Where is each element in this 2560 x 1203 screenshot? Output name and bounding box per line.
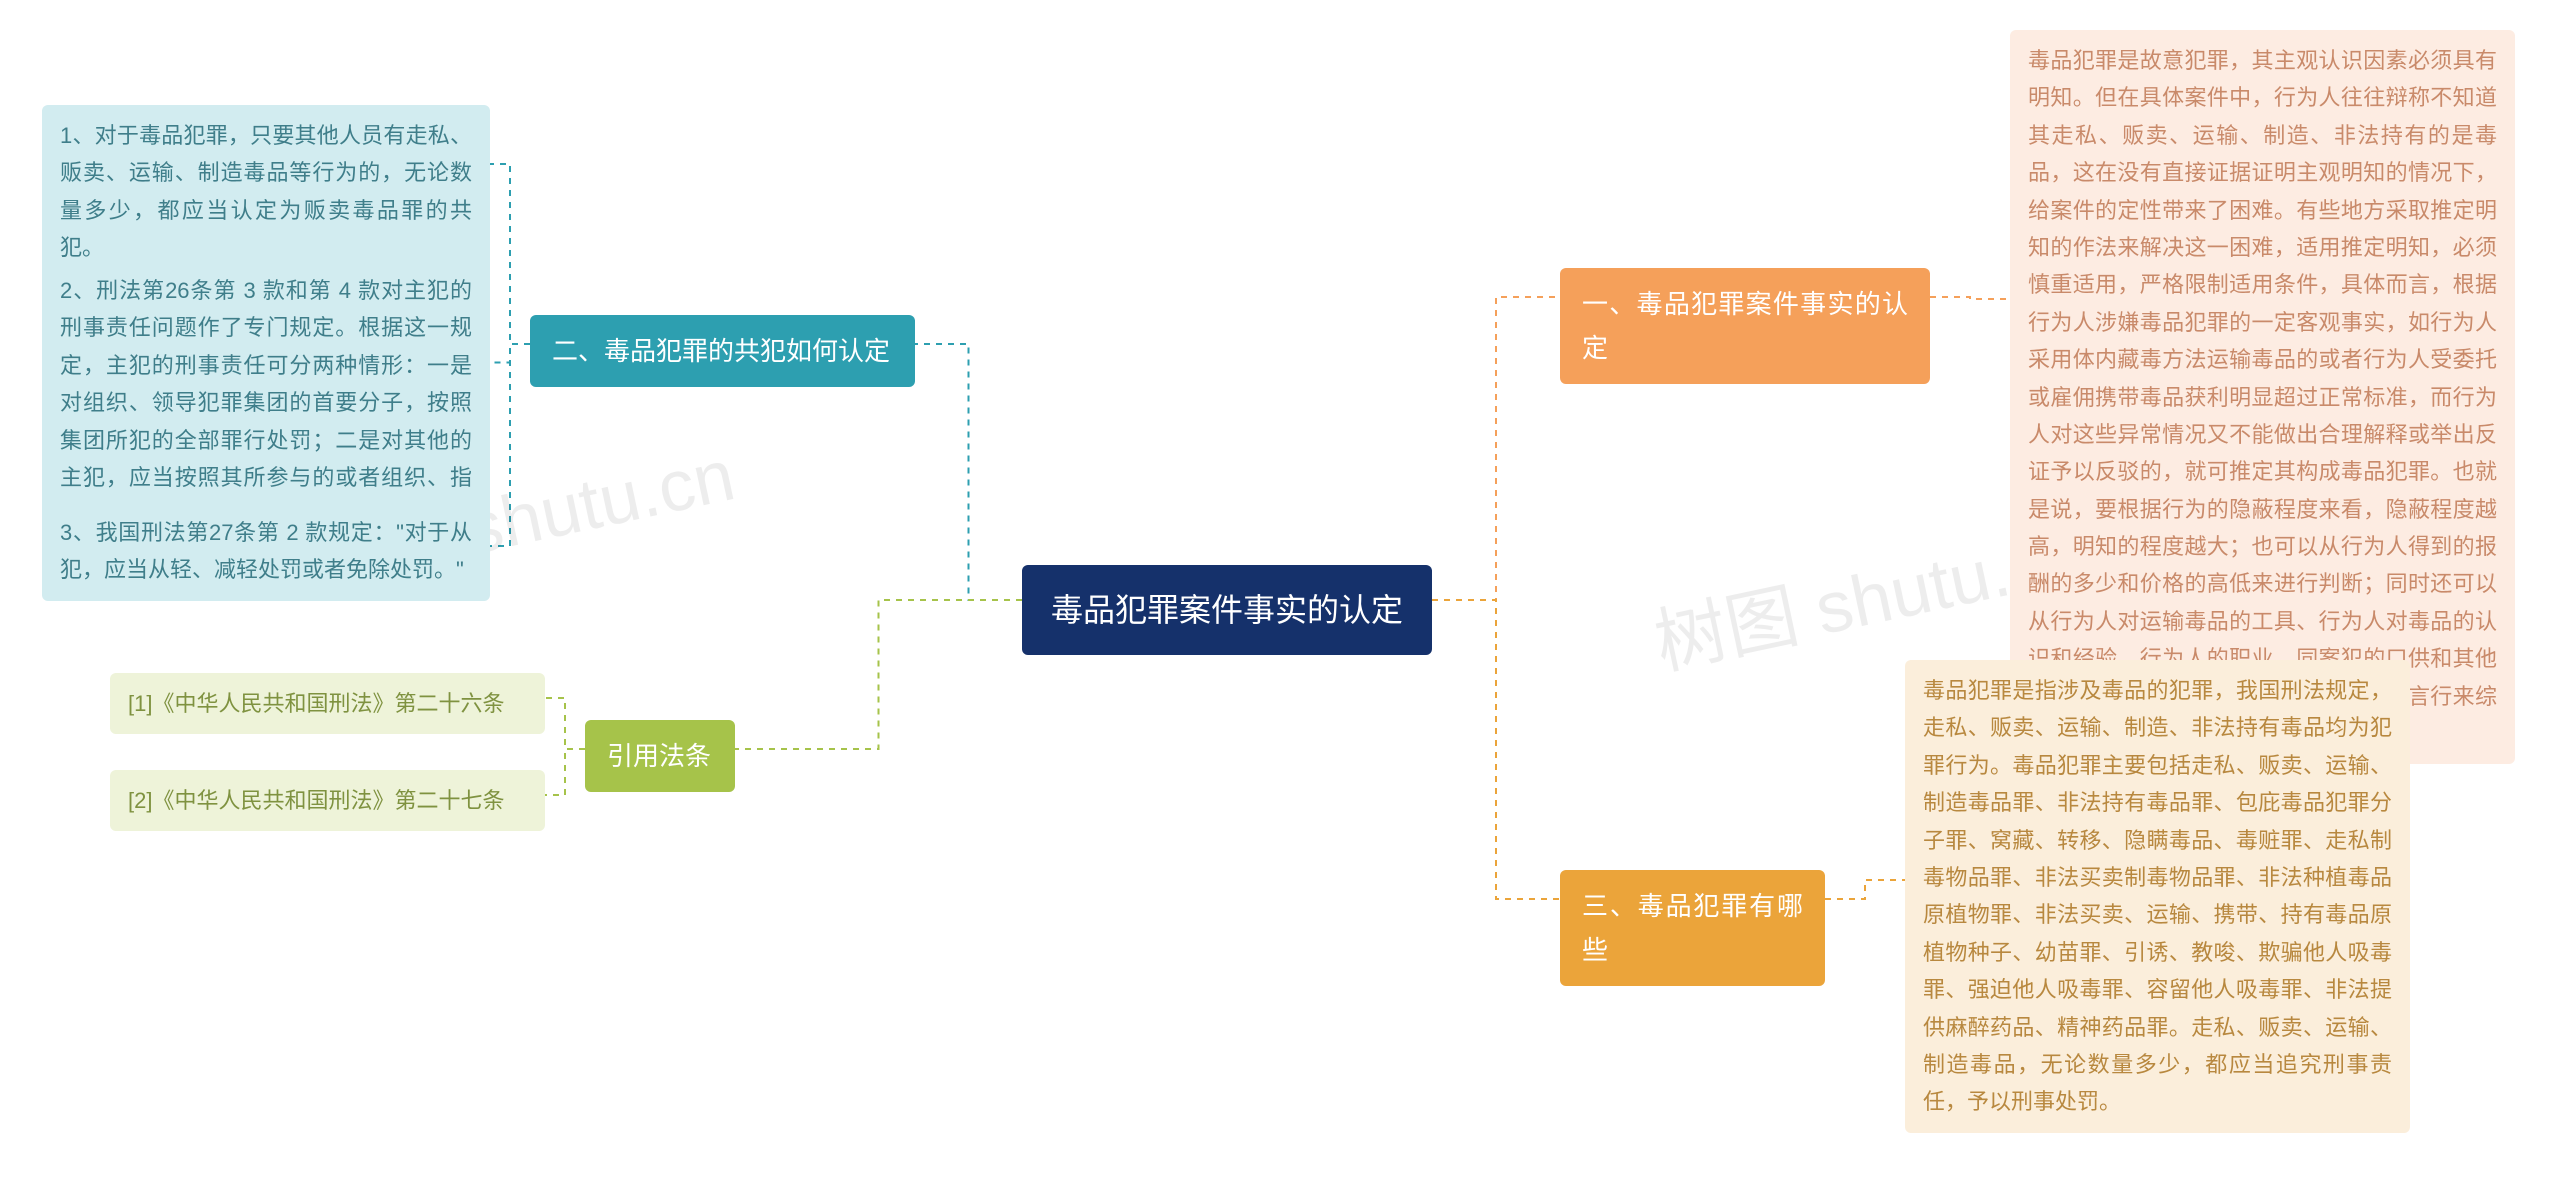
leaf-facts-body: 毒品犯罪是故意犯罪，其主观认识因素必须具有明知。但在具体案件中，行为人往往辩称不… xyxy=(2010,30,2515,764)
leaf-citation-2: [2]《中华人民共和国刑法》第二十七条 xyxy=(110,770,545,831)
leaf-accomplice-3: 3、我国刑法第27条第 2 款规定："对于从犯，应当从轻、减轻处罚或者免除处罚。… xyxy=(42,502,490,601)
center-node: 毒品犯罪案件事实的认定 xyxy=(1022,565,1432,655)
branch-facts: 一、毒品犯罪案件事实的认定 xyxy=(1560,268,1930,384)
branch-accomplice: 二、毒品犯罪的共犯如何认定 xyxy=(530,315,915,387)
branch-citation: 引用法条 xyxy=(585,720,735,792)
leaf-types-body: 毒品犯罪是指涉及毒品的犯罪，我国刑法规定，走私、贩卖、运输、制造、非法持有毒品均… xyxy=(1905,660,2410,1133)
leaf-citation-1: [1]《中华人民共和国刑法》第二十六条 xyxy=(110,673,545,734)
branch-types: 三、毒品犯罪有哪些 xyxy=(1560,870,1825,986)
leaf-accomplice-1: 1、对于毒品犯罪，只要其他人员有走私、贩卖、运输、制造毒品等行为的，无论数量多少… xyxy=(42,105,490,279)
